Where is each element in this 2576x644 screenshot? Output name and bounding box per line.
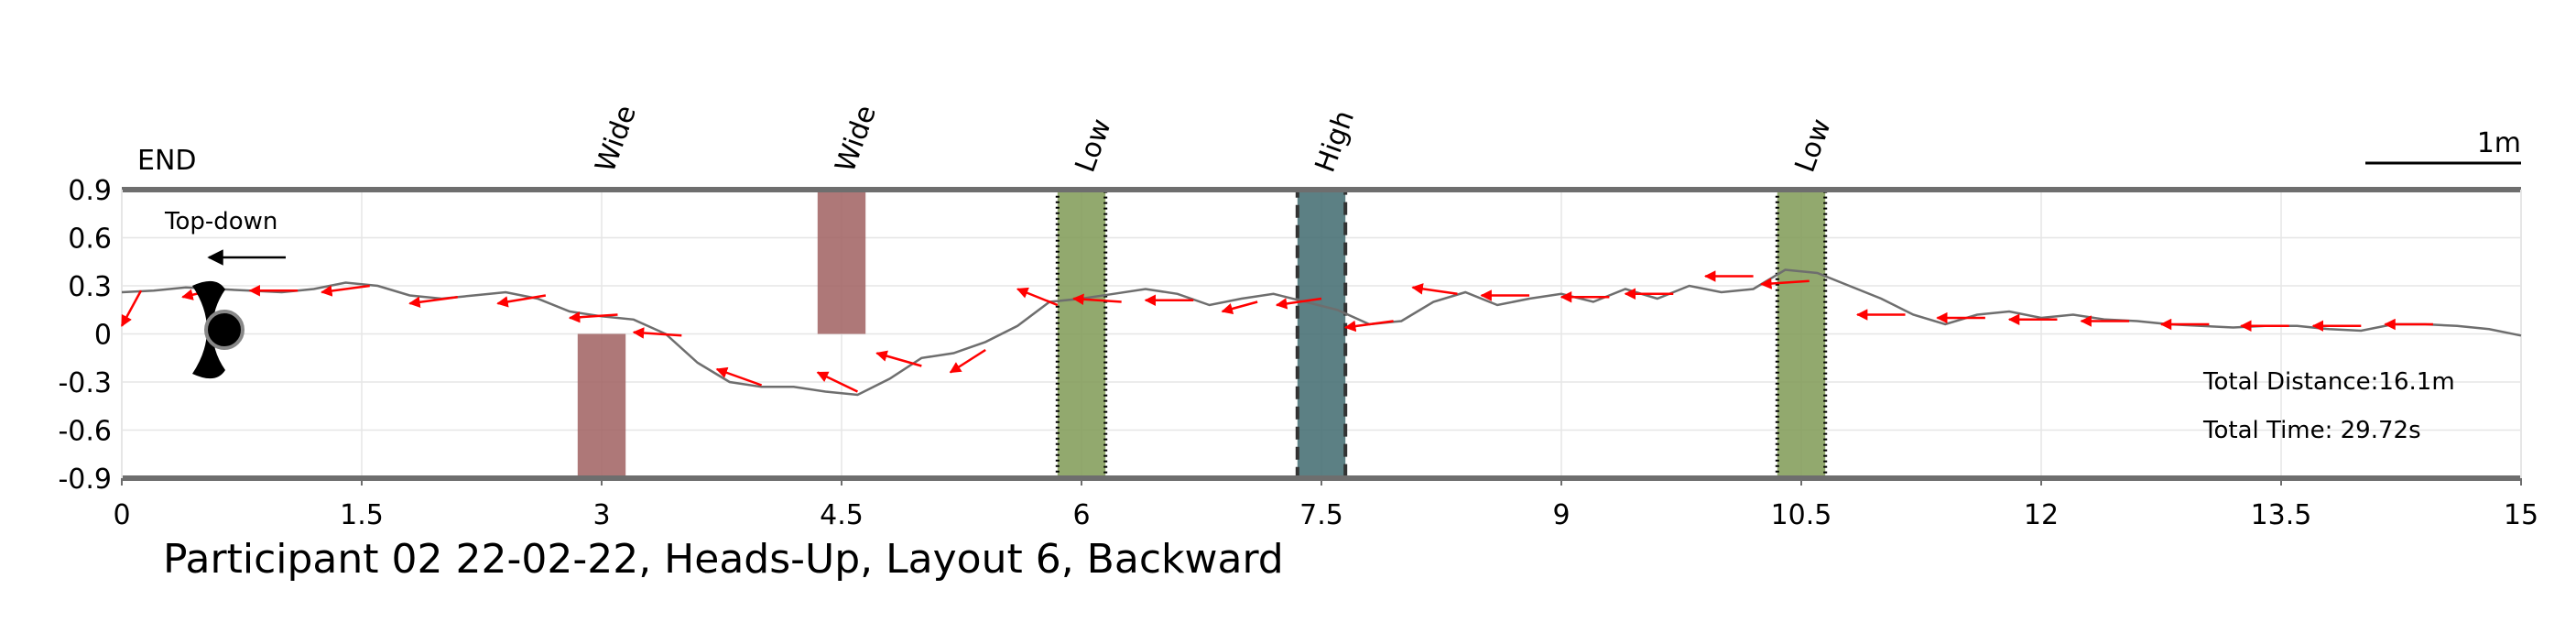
heading-arrow: [949, 348, 986, 374]
obstacle-high: [1295, 188, 1348, 480]
x-tick-label: 13.5: [2251, 499, 2312, 531]
heading-arrow: [875, 350, 922, 367]
y-tick-label: -0.9: [58, 464, 112, 496]
x-tick-label: 15: [2504, 499, 2538, 531]
total-time: Total Time: 29.72s: [2202, 417, 2421, 444]
end-label: END: [137, 145, 197, 177]
obstacle-label: Low: [1789, 115, 1838, 176]
heading-arrow: [1221, 300, 1258, 315]
obstacle-low: [1055, 188, 1108, 480]
x-tick-label: 4.5: [820, 499, 864, 531]
x-tick-label: 12: [2024, 499, 2059, 531]
x-tick-label: 1.5: [340, 499, 384, 531]
heading-arrow: [408, 296, 458, 308]
obstacle-wide: [577, 333, 626, 478]
obstacle-label: Low: [1070, 115, 1118, 176]
x-axis-ticks: 0 1.5 3 4.5 6 7.5 9 10.5 12 13.5 15: [113, 478, 2538, 531]
x-tick-label: 0: [113, 499, 130, 531]
obstacle-label: Wide: [590, 101, 643, 176]
y-tick-label: 0: [94, 320, 112, 352]
heading-arrow: [1016, 287, 1059, 307]
heading-arrow: [715, 366, 763, 387]
chart-title: Participant 02 22-02-22, Heads-Up, Layou…: [163, 536, 1284, 583]
x-tick-label: 9: [1552, 499, 1570, 531]
walker-icon: [192, 280, 245, 379]
heading-arrow: [1072, 293, 1122, 305]
obstacle-label: Wide: [830, 101, 883, 176]
obstacle-wide: [817, 190, 866, 334]
x-tick-label: 10.5: [1771, 499, 1832, 531]
x-tick-label: 3: [592, 499, 610, 531]
heading-arrow: [816, 371, 859, 393]
heading-arrow: [632, 327, 682, 339]
y-tick-label: 0.3: [68, 271, 112, 303]
heading-arrow: [120, 289, 143, 327]
y-tick-label: 0.6: [68, 224, 112, 256]
heading-arrow: [1760, 278, 1810, 289]
heading-arrow: [496, 294, 547, 308]
heading-arrow: [321, 284, 370, 297]
x-tick-label: 7.5: [1299, 499, 1343, 531]
heading-arrow: [1411, 283, 1458, 295]
total-distance: Total Distance:16.1m: [2202, 368, 2455, 396]
obstacle-low: [1775, 188, 1828, 480]
scale-bar: 1m: [2365, 127, 2521, 165]
y-tick-label: -0.6: [58, 416, 112, 448]
heading-arrow: [568, 311, 618, 323]
view-label: Top-down: [164, 208, 277, 235]
heading-arrow: [1275, 297, 1322, 310]
heading-arrow: [1343, 320, 1394, 333]
y-tick-label: -0.3: [58, 367, 112, 399]
obstacle-label: High: [1310, 106, 1361, 177]
y-axis-ticks: 0.9 0.6 0.3 0 -0.3 -0.6 -0.9: [58, 175, 112, 496]
y-tick-label: 0.9: [68, 175, 112, 207]
scale-bar-label: 1m: [2477, 127, 2521, 159]
x-tick-label: 6: [1072, 499, 1090, 531]
obstacles: Wide Wide Low High Low: [577, 101, 1838, 480]
